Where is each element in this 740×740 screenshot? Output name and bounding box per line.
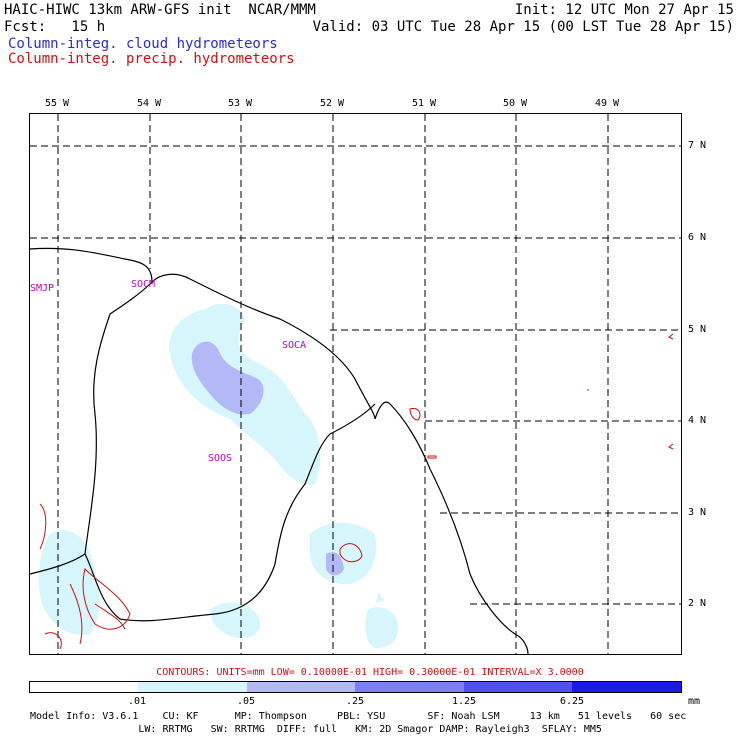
lon-label: 50 W [502, 98, 528, 109]
coastlines-borders [30, 247, 529, 654]
scale-bin [355, 682, 464, 692]
lat-label: 5 N [688, 324, 707, 335]
lat-label: 7 N [688, 140, 707, 151]
model-info-line1: Model Info: V3.6.1 CU: KF MP: Thompson P… [30, 711, 687, 722]
init-time: Init: 12 UTC Mon 27 Apr 15 [514, 2, 734, 18]
lon-label: 55 W [44, 98, 70, 109]
contour-info: CONTOURS: UNITS=mm LOW= 0.10000E-01 HIGH… [156, 667, 584, 678]
scale-bin [463, 682, 573, 692]
lat-label: 6 N [688, 232, 707, 243]
cloud-medium-areas [191, 341, 344, 576]
lon-label: 54 W [136, 98, 162, 109]
scale-bin [30, 682, 139, 692]
scale-tick: .25 [345, 696, 365, 707]
precip-contours [39, 333, 674, 650]
forecast-hour: Fcst: 15 h [4, 19, 106, 35]
lat-label: 4 N [688, 415, 707, 426]
scale-bin [246, 682, 356, 692]
map-panel [29, 113, 682, 655]
station-label: SMJP [30, 283, 55, 294]
lon-label: 51 W [411, 98, 437, 109]
scale-bin [572, 682, 681, 692]
precip-field-label: Column-integ. precip. hydrometeors [8, 51, 295, 67]
lat-label: 2 N [688, 598, 707, 609]
station-label: SOCA [282, 340, 307, 351]
map-canvas [30, 114, 681, 654]
lon-label: 49 W [594, 98, 620, 109]
scale-tick: .01 [127, 696, 147, 707]
station-label: SOCM [131, 279, 156, 290]
lon-label: 52 W [319, 98, 345, 109]
cloud-field-label: Column-integ. cloud hydrometeors [8, 36, 278, 52]
lon-label: 53 W [227, 98, 253, 109]
lat-lon-grid [30, 114, 681, 654]
scale-bin [138, 682, 247, 692]
color-scale [29, 681, 682, 693]
valid-time: Valid: 03 UTC Tue 28 Apr 15 (00 LST Tue … [312, 19, 734, 35]
scale-tick: 6.25 [559, 696, 585, 707]
model-title: HAIC-HIWC 13km ARW-GFS init NCAR/MMM [4, 2, 316, 18]
scale-units: mm [688, 696, 701, 707]
lat-label: 3 N [688, 507, 707, 518]
model-info-line2: LW: RRTMG SW: RRTMG DIFF: full KM: 2D Sm… [30, 724, 602, 735]
station-label: SOOS [208, 453, 233, 464]
scale-tick: 1.25 [451, 696, 477, 707]
scale-tick: .05 [236, 696, 256, 707]
